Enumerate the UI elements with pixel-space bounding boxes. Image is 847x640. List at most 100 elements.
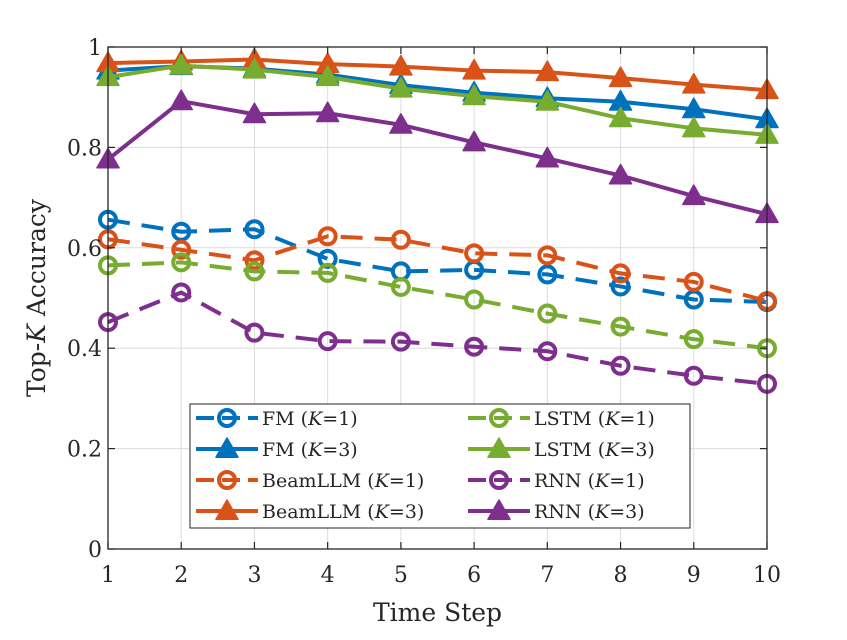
data-point	[464, 336, 485, 357]
data-point	[317, 262, 338, 283]
legend: FM (K=1) FM (K=3) BeamLLM (K=1) BeamLLM (K=…	[189, 403, 691, 529]
y-tick-label: 1	[88, 36, 102, 61]
x-tick-label: 10	[753, 563, 781, 588]
y-axis-label-prefix: Top-	[22, 343, 51, 397]
data-point	[242, 102, 267, 124]
series-line	[107, 63, 768, 137]
y-tick-label: 0	[88, 538, 102, 563]
data-point	[390, 229, 411, 250]
data-point	[535, 60, 560, 82]
legend-entry: RNN (K=1)	[468, 470, 645, 492]
data-point	[171, 239, 192, 260]
legend-label: RNN (K=3)	[534, 501, 645, 523]
series-line	[107, 217, 768, 305]
data-point	[682, 116, 706, 138]
data-point	[610, 263, 631, 284]
data-point	[244, 250, 265, 271]
data-point	[682, 72, 706, 94]
data-point	[608, 106, 633, 128]
x-tick-label: 6	[467, 563, 481, 588]
legend-marker	[489, 408, 509, 428]
series-lstm-k-3	[96, 53, 779, 144]
x-tick-label: 4	[321, 563, 335, 588]
data-point	[244, 219, 265, 240]
data-point	[535, 89, 560, 111]
legend-entry: FM (K=3)	[196, 437, 358, 461]
x-tick-label: 5	[394, 563, 408, 588]
data-point	[537, 245, 558, 266]
y-tick-label: 0.2	[67, 438, 102, 463]
legend-marker	[217, 470, 237, 490]
series-line	[106, 99, 768, 217]
y-tick-label: 0.6	[67, 237, 102, 262]
legend-entry: LSTM (K=3)	[468, 437, 655, 461]
y-axis-label-suffix: Accuracy	[22, 198, 51, 324]
legend-box	[189, 403, 691, 529]
x-tick-label: 3	[247, 563, 261, 588]
data-point	[537, 341, 558, 362]
legend-label: FM (K=1)	[262, 408, 358, 430]
x-tick-label: 7	[540, 563, 554, 588]
x-axis-label: Time Step	[373, 598, 502, 627]
legend-entry: RNN (K=3)	[468, 499, 645, 523]
data-point	[171, 282, 192, 303]
data-point	[682, 184, 706, 206]
axis-ticks: 1 2 3 4 5 6 7 8 9 10 0 0.2 0.4 0.6 0.8 1	[67, 36, 781, 588]
legend-label: LSTM (K=3)	[534, 439, 655, 461]
data-point	[608, 66, 633, 88]
data-point	[537, 303, 558, 324]
data-point	[317, 331, 338, 352]
data-point	[315, 101, 340, 123]
data-point	[315, 65, 340, 87]
series-layer	[96, 47, 779, 394]
legend-entry: LSTM (K=1)	[468, 408, 655, 430]
data-point	[683, 329, 704, 350]
series-line	[107, 234, 768, 303]
series-line	[107, 260, 768, 351]
data-point	[244, 322, 265, 343]
data-point	[242, 57, 267, 79]
data-point	[608, 163, 633, 185]
x-tick-label: 8	[614, 563, 628, 588]
data-point	[169, 89, 193, 111]
data-point	[683, 365, 704, 386]
data-point	[390, 276, 411, 297]
x-tick-label: 1	[101, 563, 115, 588]
data-point	[171, 252, 192, 273]
legend-entry: FM (K=1)	[196, 408, 358, 430]
legend-label: BeamLLM (K=3)	[262, 501, 424, 523]
legend-label: BeamLLM (K=1)	[262, 470, 424, 492]
data-point	[610, 316, 631, 337]
data-point	[389, 113, 413, 134]
y-axis-label-var: K	[22, 323, 51, 344]
data-point	[462, 58, 486, 80]
legend-entry: BeamLLM (K=1)	[196, 470, 424, 492]
legend-marker	[489, 470, 509, 490]
legend-marker	[487, 499, 511, 520]
series-line	[107, 57, 768, 93]
legend-label: RNN (K=1)	[534, 470, 645, 492]
y-tick-label: 0.8	[67, 136, 102, 161]
legend-entry: BeamLLM (K=3)	[196, 499, 424, 523]
legend-marker	[487, 437, 511, 458]
data-point	[462, 130, 486, 152]
legend-marker	[217, 408, 237, 428]
x-tick-label: 9	[687, 563, 701, 588]
data-point	[683, 271, 704, 292]
data-point	[462, 84, 486, 106]
data-point	[535, 146, 560, 168]
data-point	[610, 355, 631, 376]
data-point	[464, 243, 485, 264]
data-point	[390, 331, 411, 352]
series-beamllm-k-1	[98, 226, 777, 312]
plot-frame	[107, 46, 768, 550]
data-point	[389, 54, 413, 76]
legend-marker	[215, 499, 239, 520]
legend-label: FM (K=3)	[262, 439, 358, 461]
data-point	[317, 226, 338, 247]
data-point	[464, 289, 485, 310]
data-point	[171, 221, 192, 242]
x-tick-label: 2	[174, 563, 188, 588]
series-line	[107, 290, 768, 386]
